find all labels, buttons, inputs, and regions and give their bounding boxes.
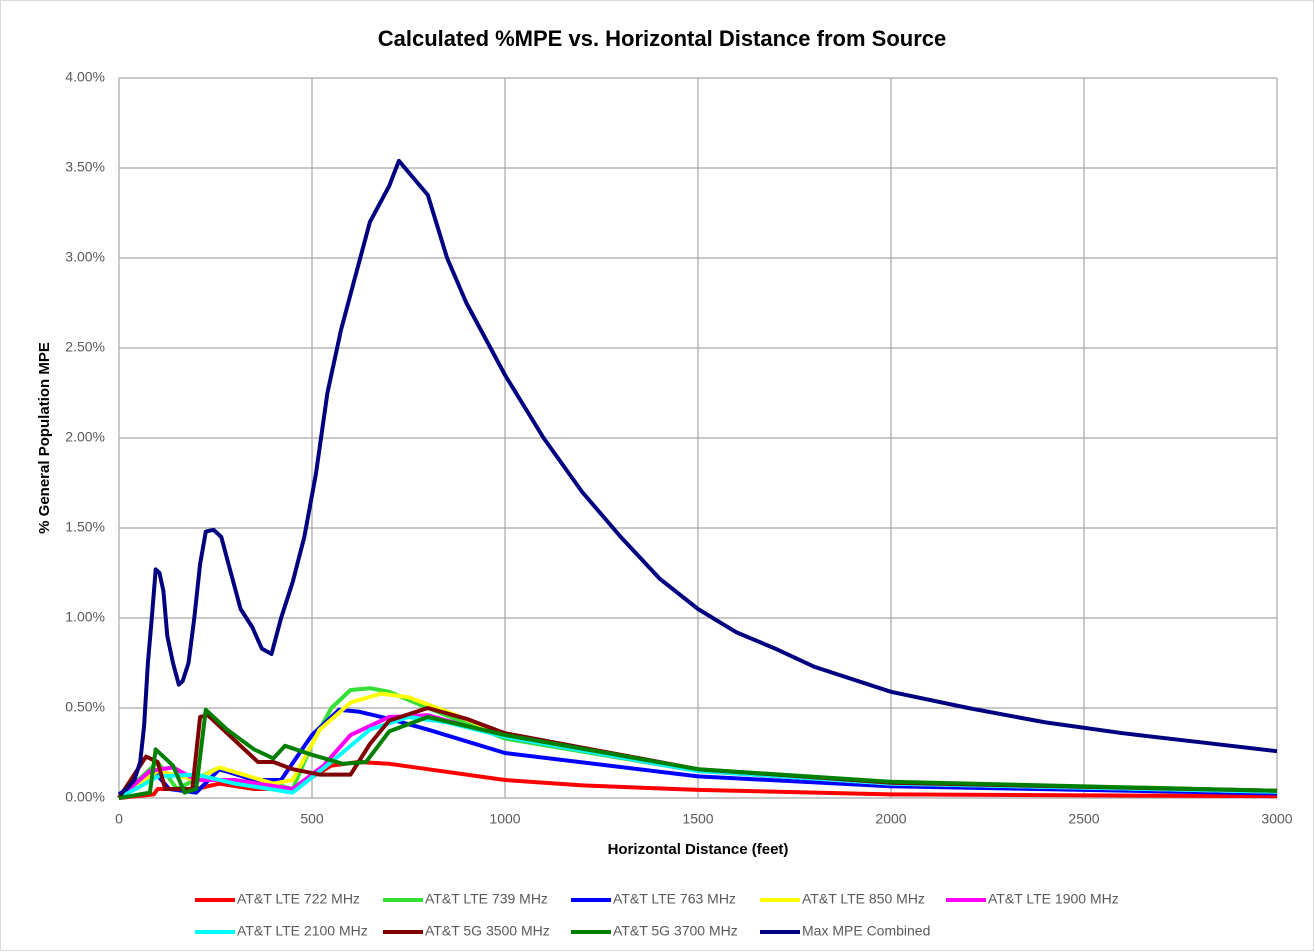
x-tick-label: 0 [115,811,123,827]
legend-label: AT&T LTE 763 MHz [613,891,736,907]
y-tick-label: 2.00% [65,429,105,445]
y-tick-label: 0.50% [65,699,105,715]
y-tick-label: 3.00% [65,249,105,265]
legend-label: AT&T LTE 2100 MHz [237,923,368,939]
x-axis-title: Horizontal Distance (feet) [608,841,789,858]
y-axis-title: % General Population MPE [36,342,53,534]
x-tick-label: 500 [300,811,324,827]
x-tick-label: 3000 [1261,811,1292,827]
x-tick-label: 1500 [682,811,713,827]
legend-label: AT&T LTE 1900 MHz [988,891,1119,907]
x-tick-label: 2000 [875,811,906,827]
y-tick-label: 0.00% [65,789,105,805]
y-tick-label: 2.50% [65,339,105,355]
legend-label: AT&T 5G 3700 MHz [613,923,738,939]
x-tick-label: 1000 [489,811,520,827]
legend-label: AT&T 5G 3500 MHz [425,923,550,939]
legend-label: AT&T LTE 739 MHz [425,891,548,907]
series-line [117,158,1278,797]
legend-label: Max MPE Combined [802,923,930,939]
y-tick-label: 1.50% [65,519,105,535]
chart-title: Calculated %MPE vs. Horizontal Distance … [378,26,946,51]
y-tick-label: 4.00% [65,69,105,85]
legend-label: AT&T LTE 722 MHz [237,891,360,907]
x-tick-label: 2500 [1068,811,1099,827]
series-line [118,707,1278,800]
legend-label: AT&T LTE 850 MHz [802,891,925,907]
y-tick-label: 3.50% [65,159,105,175]
y-tick-label: 1.00% [65,609,105,625]
series-line [117,706,1278,800]
